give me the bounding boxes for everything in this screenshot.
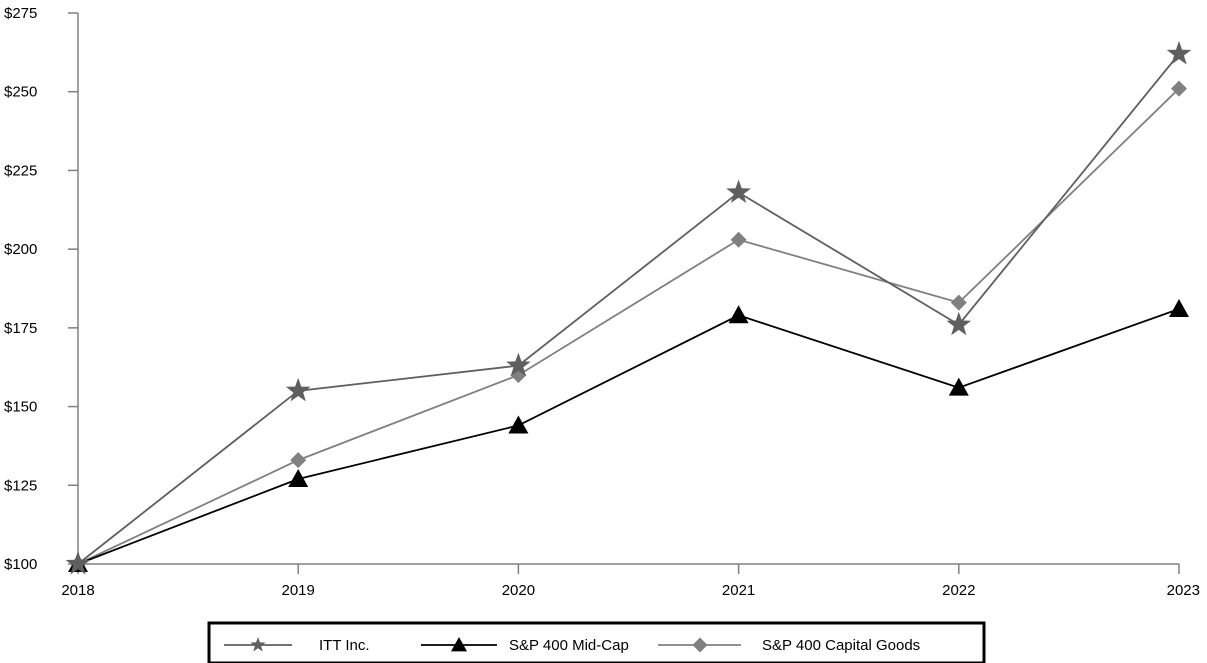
legend-label: S&P 400 Capital Goods [762, 637, 920, 654]
legend-box [207, 621, 986, 663]
legend-label: S&P 400 Mid-Cap [509, 637, 629, 654]
legend-item: ITT Inc. [224, 637, 370, 654]
series-line [77, 87, 1180, 565]
legend-item: S&P 400 Capital Goods [658, 637, 920, 654]
x-tick-label: 2020 [502, 582, 535, 599]
y-tick-label: $175 [4, 320, 37, 337]
y-tick-label: $275 [4, 5, 37, 22]
y-tick-label: $100 [4, 556, 37, 573]
series-triangle [68, 298, 1189, 572]
legend: ITT Inc. S&P 400 Mid-Cap S&P 400 Capital G… [207, 621, 986, 663]
data-point-star [65, 551, 91, 575]
chart-axes [77, 13, 1179, 565]
y-tick-label: $200 [4, 241, 37, 258]
x-tick-label: 2023 [1167, 582, 1200, 599]
data-point-triangle [948, 377, 969, 396]
data-point-diamond [950, 294, 967, 311]
data-point-triangle [1169, 298, 1189, 317]
x-tick-label: 2021 [722, 582, 755, 599]
data-point-star [946, 311, 972, 336]
y-tick-label: $150 [4, 399, 37, 416]
data-point-triangle [508, 415, 529, 434]
y-tick-label: $225 [4, 162, 37, 179]
series-star [65, 40, 1192, 575]
legend-marker-triangle [451, 637, 467, 652]
series-diamond [70, 80, 1187, 572]
series-group [65, 40, 1192, 575]
legend-item: S&P 400 Mid-Cap [421, 637, 629, 654]
data-point-star [1166, 40, 1192, 65]
series-line [77, 308, 1180, 565]
data-point-triangle [728, 305, 749, 324]
y-tick-label: $250 [4, 84, 37, 101]
series-line [77, 53, 1180, 565]
legend-marker-diamond [692, 637, 708, 653]
data-point-star [285, 377, 311, 402]
x-tick-label: 2022 [942, 582, 975, 599]
data-point-triangle [288, 468, 309, 487]
y-axis-ticks: $100 $125 $150 $175 $200 $225 $250 $275 [4, 5, 78, 573]
x-tick-label: 2018 [61, 582, 94, 599]
data-point-diamond [730, 231, 747, 248]
x-tick-label: 2019 [282, 582, 315, 599]
x-axis-ticks: 2018 2019 2020 2021 2022 2023 [61, 564, 1200, 599]
legend-marker-star [250, 637, 266, 652]
data-point-star [506, 352, 531, 377]
y-tick-label: $125 [4, 477, 37, 494]
legend-label: ITT Inc. [319, 637, 370, 654]
data-point-diamond [290, 452, 307, 469]
data-point-diamond [1171, 80, 1187, 97]
data-point-star [726, 179, 751, 203]
